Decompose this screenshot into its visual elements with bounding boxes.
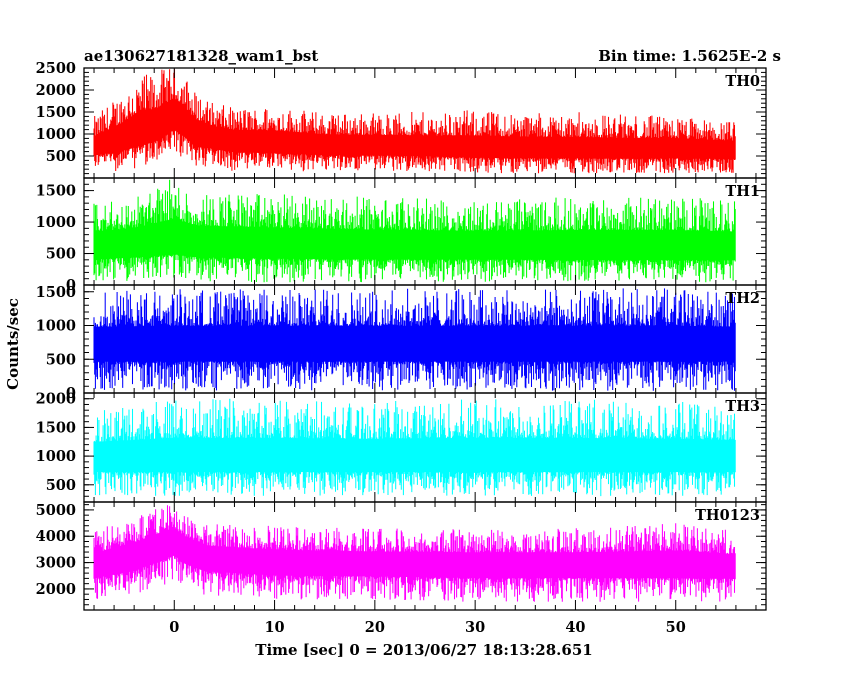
panel-th0: TH0 500 1000 1500 2000 2500 xyxy=(36,60,767,179)
x-tick-label: 50 xyxy=(666,619,686,636)
x-tick-label: 10 xyxy=(264,619,284,636)
panel-label-th1: TH1 xyxy=(725,183,760,200)
panel-th2: TH2 0 500 1000 1500 xyxy=(36,284,767,402)
y-tick-label: 1500 xyxy=(36,284,76,301)
y-tick-label: 2000 xyxy=(36,581,76,598)
series-th1 xyxy=(93,179,736,283)
y-tick-label: 500 xyxy=(46,351,76,368)
x-tick-label: 30 xyxy=(465,619,485,636)
panel-label-th0: TH0 xyxy=(725,73,760,90)
y-tick-label: 2000 xyxy=(36,82,76,99)
y-tick-label: 500 xyxy=(46,246,76,263)
x-axis-label: Time [sec] 0 = 2013/06/27 18:13:28.651 xyxy=(255,641,592,659)
y-tick-label: 0 xyxy=(66,277,76,294)
y-axis-label: Counts/sec xyxy=(4,298,22,390)
y-tick-label: 4000 xyxy=(36,528,76,545)
y-tick-label: 500 xyxy=(46,148,76,165)
panel-label-th3: TH3 xyxy=(725,398,760,415)
y-tick-label: 1000 xyxy=(36,214,76,231)
panel-th1: TH1 0 500 1000 1500 xyxy=(36,177,767,294)
y-tick-label: 5000 xyxy=(36,502,76,519)
panel-th3: TH3 500 1000 1500 2000 xyxy=(36,391,767,503)
bin-time-label: Bin time: 1.5625E-2 s xyxy=(598,47,781,65)
chart-title: ae130627181328_wam1_bst xyxy=(84,47,318,65)
panels-group: TH05001000150020002500TH1050010001500TH2… xyxy=(36,60,767,636)
panel-th0123: TH0123 2000 3000 4000 5000 xyxy=(36,501,767,611)
y-tick-label: 1000 xyxy=(36,126,76,143)
y-tick-label: 0 xyxy=(66,385,76,402)
y-tick-label: 1500 xyxy=(36,419,76,436)
y-tick-label: 1000 xyxy=(36,318,76,335)
series-th0123 xyxy=(93,505,736,602)
x-tick-label: 40 xyxy=(565,619,585,636)
panel-frame-th0123 xyxy=(83,501,767,611)
y-tick-label: 1000 xyxy=(36,448,76,465)
x-tick-label: 0 xyxy=(169,619,179,636)
panel-label-th0123: TH0123 xyxy=(695,507,760,524)
y-tick-label: 1500 xyxy=(36,104,76,121)
y-tick-label: 2500 xyxy=(36,60,76,77)
y-tick-label: 2000 xyxy=(36,391,76,408)
y-tick-label: 500 xyxy=(46,477,76,494)
y-tick-label: 3000 xyxy=(36,555,76,572)
series-th2 xyxy=(93,288,736,391)
x-tick-label: 20 xyxy=(365,619,385,636)
series-th0 xyxy=(93,69,736,174)
series-th3 xyxy=(93,398,736,497)
panel-label-th2: TH2 xyxy=(725,290,760,307)
y-tick-label: 1500 xyxy=(36,183,76,200)
